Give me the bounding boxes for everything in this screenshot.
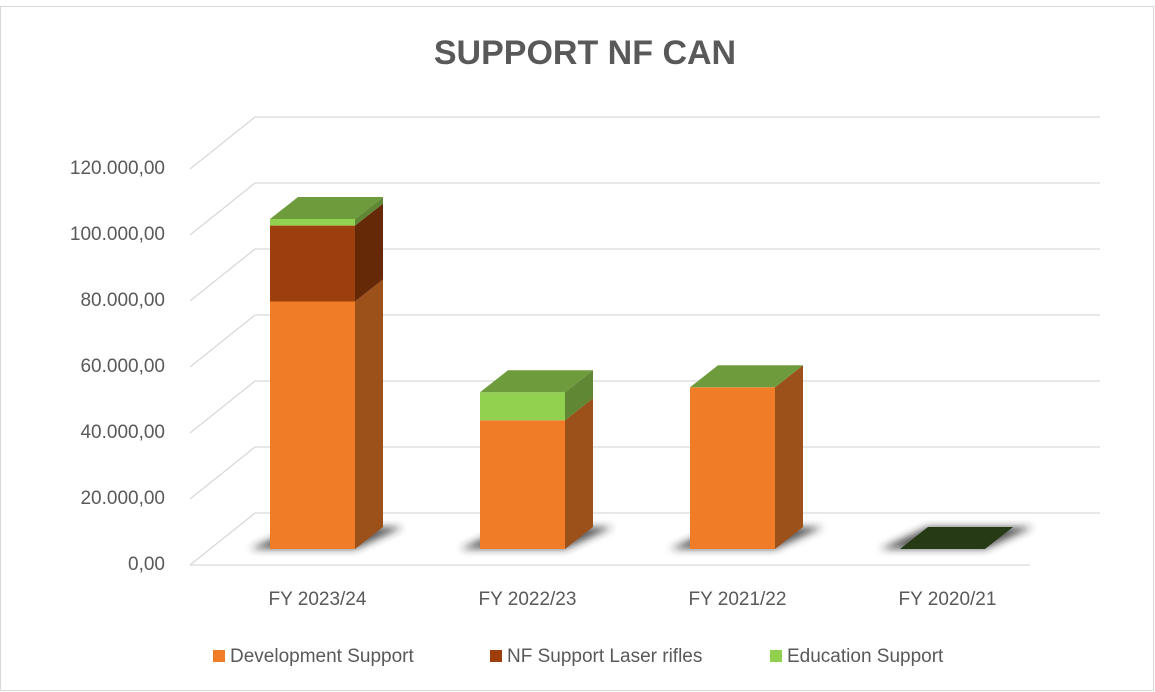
- bar: [690, 387, 775, 549]
- bar-side: [565, 370, 593, 421]
- bar-side: [355, 279, 383, 549]
- bar-top: [480, 370, 593, 393]
- x-tick-label: FY 2020/21: [899, 589, 997, 610]
- x-tick-label: FY 2021/22: [689, 589, 787, 610]
- legend-swatch: [490, 650, 502, 662]
- y-tick-label: 100.000,00: [70, 224, 165, 245]
- grid-line: [189, 446, 1100, 500]
- bar: [270, 219, 355, 226]
- grid-line: [189, 182, 1100, 236]
- y-tick-label: 0,00: [128, 554, 165, 575]
- bar-side: [355, 203, 383, 302]
- grid-line: [189, 314, 1100, 368]
- y-tick-label: 60.000,00: [80, 356, 165, 377]
- bar-top: [690, 365, 803, 388]
- y-tick-label: 120.000,00: [70, 158, 165, 179]
- y-tick-label: 40.000,00: [80, 422, 165, 443]
- bar-top: [270, 197, 383, 219]
- x-tick-label: FY 2023/24: [269, 589, 367, 610]
- grid-line: [189, 512, 1100, 566]
- bar-side: [355, 197, 383, 226]
- grid-line: [189, 248, 1100, 302]
- grid-line: [189, 380, 1100, 434]
- y-tick-label: 80.000,00: [80, 290, 165, 311]
- bar-side: [565, 398, 593, 549]
- legend-label: Education Support: [787, 646, 944, 667]
- legend-label: Development Support: [230, 646, 414, 667]
- bar: [270, 225, 355, 302]
- bar: [480, 392, 565, 421]
- bar-top: [900, 527, 1013, 549]
- bar-side: [775, 365, 803, 549]
- legend-swatch: [770, 650, 782, 662]
- x-tick-label: FY 2022/23: [479, 589, 577, 610]
- chart-frame: [0, 6, 1154, 691]
- bar: [480, 420, 565, 549]
- grid-line: [189, 116, 1100, 170]
- y-tick-label: 20.000,00: [80, 488, 165, 509]
- bar: [270, 301, 355, 549]
- legend-label: NF Support Laser rifles: [507, 646, 702, 667]
- legend-swatch: [213, 650, 225, 662]
- chart-title: SUPPORT NF CAN: [434, 34, 736, 72]
